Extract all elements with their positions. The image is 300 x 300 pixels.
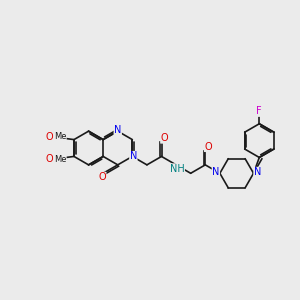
Text: O: O (45, 154, 53, 164)
Text: O: O (45, 132, 53, 142)
Text: O: O (204, 142, 212, 152)
Text: NH: NH (170, 164, 184, 174)
Text: N: N (130, 152, 137, 161)
Text: Me: Me (54, 132, 66, 141)
Text: F: F (256, 106, 262, 116)
Text: Me: Me (54, 155, 66, 164)
Text: O: O (98, 172, 106, 182)
Text: N: N (212, 167, 220, 177)
Text: N: N (114, 125, 122, 135)
Text: O: O (161, 133, 168, 143)
Text: N: N (254, 167, 261, 177)
